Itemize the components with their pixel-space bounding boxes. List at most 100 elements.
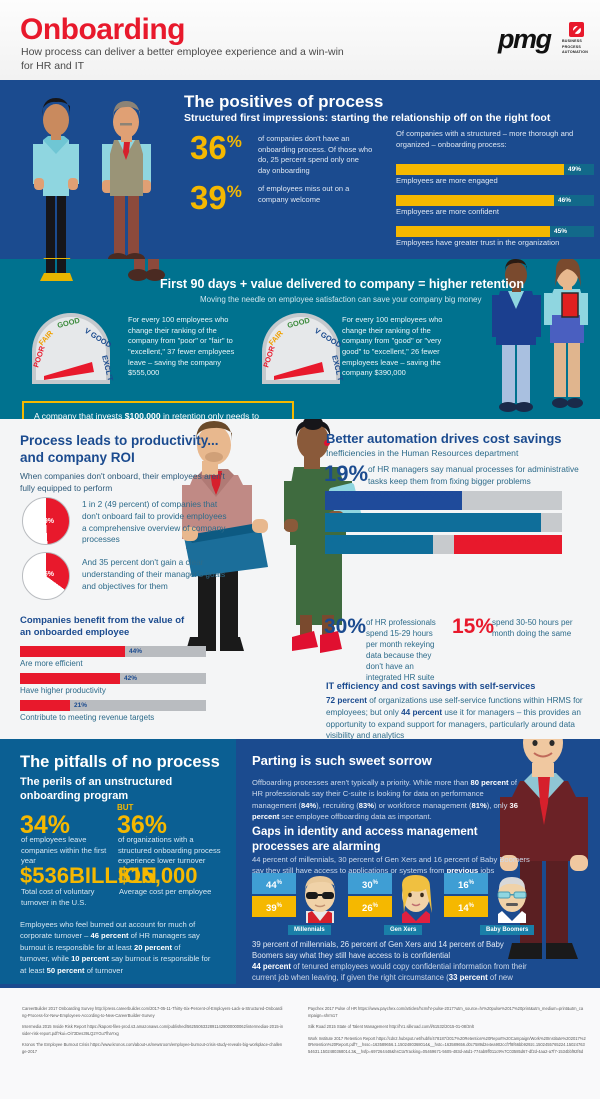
- person-icon: [461, 535, 469, 554]
- person-icon: [411, 535, 419, 554]
- stat-34-percent: 34%: [20, 811, 71, 839]
- header: Onboarding How process can deliver a bet…: [0, 0, 600, 80]
- person-icon: [332, 491, 340, 510]
- person-icon: [547, 491, 555, 510]
- gaps-subtitle: 44 percent of millennials, 30 percent of…: [252, 855, 530, 875]
- generation-millennials: 44% 39% Millennials: [252, 873, 344, 935]
- it-efficiency-body: 72 percent of organizations use self-ser…: [326, 696, 583, 739]
- person-icon: [497, 491, 505, 510]
- person-icon: [511, 491, 520, 510]
- value-bar-efficient-fill: [20, 646, 125, 657]
- bar-trust-label: Employees have greater trust in the orga…: [396, 238, 560, 247]
- person-icon: [339, 491, 347, 510]
- person-icon: [490, 535, 498, 554]
- bar-engaged: 49% Employees are more engaged: [396, 164, 594, 185]
- but-label: BUT: [117, 803, 134, 812]
- donut-49-value: 49%: [40, 518, 55, 525]
- person-icon: [389, 535, 397, 554]
- person-icon: [454, 535, 462, 554]
- avatar-boomer-icon: [497, 877, 527, 923]
- person-icon: [555, 513, 563, 532]
- person-icon: [483, 513, 491, 532]
- pictogram-row-15: [325, 535, 563, 554]
- retention-callout-text: A company that invests $100,000 in reten…: [34, 411, 260, 419]
- person-icon: [353, 535, 361, 554]
- gauge-2-text: For every 100 employees who change their…: [342, 315, 443, 378]
- person-icon: [497, 513, 505, 532]
- donut-chart-35: [22, 552, 70, 600]
- person-icon: [346, 513, 354, 532]
- stat-15-percent: 15%: [452, 615, 495, 638]
- value-bar-efficient-value: 44%: [129, 647, 143, 655]
- person-icon: [511, 535, 520, 554]
- person-icon: [475, 491, 484, 510]
- value-bar-productivity-label: Have higher productivity: [20, 686, 106, 695]
- person-icon: [368, 491, 376, 510]
- section-productivity-and-automation: Process leads to productivity... and com…: [0, 419, 600, 739]
- pictogram-row-30: [325, 513, 563, 532]
- boomer-label: Baby Boomers: [480, 925, 535, 935]
- parting-body: Offboarding processes aren't typically a…: [252, 778, 518, 822]
- bar-confident-track: 46%: [396, 195, 594, 206]
- person-icon: [332, 535, 340, 554]
- person-icon: [432, 491, 440, 510]
- person-icon: [432, 513, 440, 532]
- person-icon: [504, 535, 512, 554]
- section3-bars-title: Companies benefit from the value of an o…: [20, 615, 185, 639]
- person-icon: [519, 513, 527, 532]
- person-icon: [519, 491, 527, 510]
- person-icon: [404, 535, 412, 554]
- source-entry: Work Institute 2017 Retention Report htt…: [308, 1035, 586, 1054]
- source-entry: Kronos The Employee Burnout Crisis https…: [22, 1042, 283, 1054]
- person-icon: [389, 513, 397, 532]
- person-icon: [440, 535, 448, 554]
- genx-bottom-pct: 26%: [348, 896, 392, 917]
- page-title: Onboarding: [20, 13, 185, 46]
- person-icon: [346, 535, 354, 554]
- section3-left-subtitle: When companies don't onboard, their empl…: [20, 471, 225, 493]
- person-icon: [483, 535, 491, 554]
- person-icon: [346, 491, 354, 510]
- bar-confident-label: Employees are more confident: [396, 207, 499, 216]
- logo-mark-icon: [569, 22, 584, 37]
- stat-15-text: spend 30-50 hours per month doing the sa…: [492, 618, 573, 639]
- section3-right-title: Better automation drives cost savings: [326, 431, 562, 446]
- person-icon: [432, 535, 440, 554]
- person-icon: [533, 513, 541, 532]
- stat-39-percent: 39%: [190, 181, 242, 214]
- genx-top-pct: 30%: [348, 873, 392, 894]
- person-icon: [555, 491, 563, 510]
- burnout-text: Employees who feel burned out account fo…: [20, 920, 211, 975]
- person-icon: [332, 513, 340, 532]
- person-icon: [404, 491, 412, 510]
- illustration-legs-overlap: [40, 259, 165, 281]
- section1-subtitle: Structured first impressions: starting t…: [184, 112, 551, 124]
- avatar-millennial-icon: [305, 876, 335, 923]
- stat-36-text-s4: of organizations with a structured onboa…: [118, 835, 221, 866]
- bar-trust-track: 45%: [396, 226, 594, 237]
- source-entry: Intermedia 2015 Inside Risk Report https…: [22, 1024, 284, 1036]
- stat-39-text: of employees miss out on a company welco…: [258, 184, 350, 204]
- stat-36-value: 36: [190, 129, 227, 166]
- gaps-footnote-1: 39 percent of millennials, 26 percent of…: [252, 940, 504, 961]
- person-icon: [325, 535, 333, 554]
- donut-chart-49: [22, 497, 70, 545]
- stat-15000-text: Average cost per employee: [119, 887, 212, 896]
- boomer-bottom-value: 14: [458, 903, 469, 915]
- page-subtitle: How process can deliver a better employe…: [21, 46, 344, 73]
- source-entry: Silk Road 2015 State of Talent Managemen…: [308, 1024, 474, 1030]
- donut-49-text: 1 in 2 (49 percent) of companies that do…: [82, 499, 227, 545]
- avatar-genx-icon: [402, 875, 432, 923]
- stat-36-percent: 36%: [190, 131, 242, 164]
- section-first-90-days: First 90 days + value delivered to compa…: [0, 259, 600, 419]
- sources-right-column: Paychex 2017 Pulse of HR https://www.pay…: [308, 1006, 586, 1060]
- genx-label: Gen Xers: [384, 925, 423, 935]
- person-icon: [468, 491, 476, 510]
- bar-engaged-fill: [396, 164, 564, 175]
- person-icon: [404, 513, 412, 532]
- value-bar-revenue-fill: [20, 700, 70, 711]
- pictogram-row-19: [325, 491, 563, 510]
- person-icon: [375, 535, 383, 554]
- stat-30-percent: 30%: [324, 615, 367, 638]
- stat-39-pct: %: [226, 182, 242, 201]
